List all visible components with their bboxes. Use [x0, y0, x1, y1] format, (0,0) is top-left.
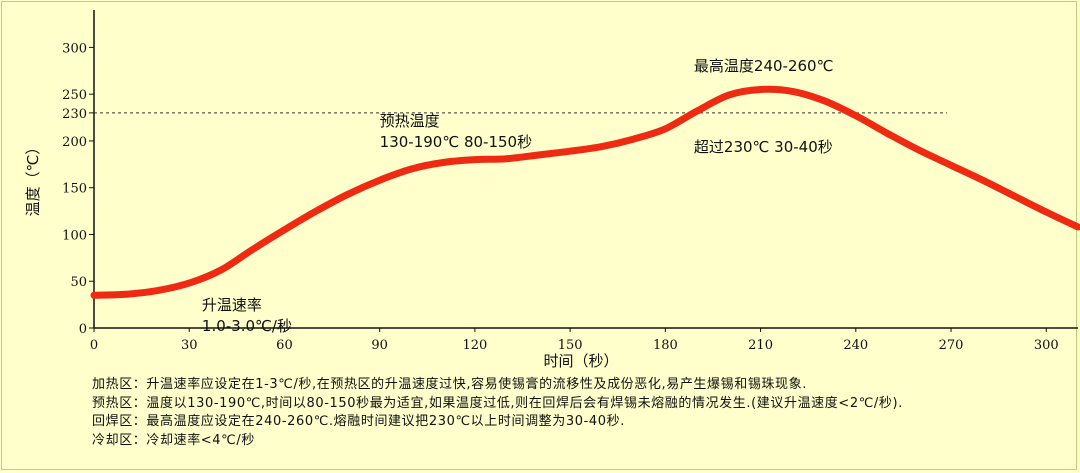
note-row: 加热区： 升温速率应设定在1-3℃/秒,在预热区的升温速度过快,容易使锡膏的流移性…: [92, 376, 1077, 395]
x-tick-label: 30: [181, 338, 198, 353]
note-key: 加热区：: [92, 377, 147, 392]
note-row: 回焊区： 最高温度应设定在240-260℃.熔融时间建议把230℃以上时间调整为3…: [92, 413, 1077, 432]
y-tick-label: 50: [70, 275, 87, 290]
y-tick-label: 300: [62, 41, 87, 56]
reflow-profile-chart: 0 30 60 90 120 150 180 210 240 270 300 0 50 100 150 20…: [24, 10, 1080, 370]
y-axis-label: 温度（℃）: [24, 140, 42, 217]
note-key: 冷却区：: [92, 432, 147, 448]
x-tick-label: 90: [371, 338, 388, 353]
annotation: 最高温度240-260℃: [694, 57, 834, 75]
x-tick-label: 150: [558, 338, 583, 353]
x-tick-label: 300: [1034, 338, 1059, 353]
y-tick-label: 150: [62, 182, 87, 197]
note-key: 预热区：: [92, 395, 147, 411]
x-tick-label: 120: [462, 338, 487, 353]
x-tick-label: 270: [939, 338, 964, 353]
notes-section: 加热区： 升温速率应设定在1-3℃/秒,在预热区的升温速度过快,容易使锡膏的流移性…: [92, 376, 1077, 450]
axes: [93, 10, 1078, 329]
x-ticks: 0 30 60 90 120 150 180 210 240 270 300: [90, 328, 1059, 353]
annotations: 升温速率 1.0-3.0℃/秒 预热温度 130-190℃ 80-150秒 最高温度24…: [202, 57, 834, 335]
y-tick-label: 0: [79, 322, 87, 337]
y-tick-label: 200: [62, 135, 87, 150]
x-axis-label: 时间（秒）: [543, 352, 618, 370]
y-tick-label: 230: [62, 107, 87, 122]
note-text: 升温速率应设定在1-3℃/秒,在预热区的升温速度过快,容易使锡膏的流移性及成份恶…: [146, 377, 807, 392]
y-tick-label: 100: [62, 228, 87, 243]
annotation: 超过230℃ 30-40秒: [694, 138, 833, 156]
x-tick-label: 240: [843, 338, 868, 353]
x-tick-label: 0: [90, 338, 98, 353]
note-key: 回焊区：: [92, 414, 147, 429]
y-ticks: 0 50 100 150 200 230 250 300: [62, 41, 94, 337]
note-text: 最高温度应设定在240-260℃.熔融时间建议把230℃以上时间调整为30-40…: [146, 414, 625, 429]
annotation: 预热温度 130-190℃ 80-150秒: [380, 112, 532, 151]
annotation: 升温速率 1.0-3.0℃/秒: [202, 296, 292, 335]
series-group: [90, 85, 1080, 299]
temperature-curve: [90, 85, 1080, 299]
note-text: 温度以130-190℃,时间以80-150秒最为适宜,如果温度过低,则在回焊后会…: [146, 395, 903, 411]
note-row: 预热区： 温度以130-190℃,时间以80-150秒最为适宜,如果温度过低,则在…: [92, 395, 1077, 414]
x-tick-label: 180: [653, 338, 678, 353]
note-row: 冷却区： 冷却速率<4℃/秒: [92, 432, 1077, 451]
x-tick-label: 210: [748, 338, 773, 353]
x-tick-label: 60: [276, 338, 293, 353]
y-tick-label: 250: [62, 88, 87, 103]
note-text: 冷却速率<4℃/秒: [146, 432, 255, 448]
